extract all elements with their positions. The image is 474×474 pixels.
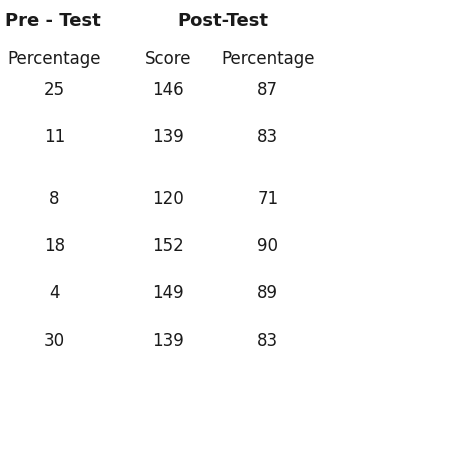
Text: 89: 89: [257, 284, 278, 302]
Text: 90: 90: [257, 237, 278, 255]
Text: Score: Score: [145, 50, 191, 68]
Text: 149: 149: [153, 284, 184, 302]
Text: Post-Test: Post-Test: [177, 12, 268, 30]
Text: 83: 83: [257, 128, 278, 146]
Text: 83: 83: [257, 332, 278, 350]
Text: Pre - Test: Pre - Test: [5, 12, 100, 30]
Text: Percentage: Percentage: [221, 50, 315, 68]
Text: 71: 71: [257, 190, 278, 208]
Text: Percentage: Percentage: [8, 50, 101, 68]
Text: 30: 30: [44, 332, 65, 350]
Text: 4: 4: [49, 284, 60, 302]
Text: 139: 139: [153, 128, 184, 146]
Text: 25: 25: [44, 81, 65, 99]
Text: 120: 120: [153, 190, 184, 208]
Text: 8: 8: [49, 190, 60, 208]
Text: 146: 146: [153, 81, 184, 99]
Text: 11: 11: [44, 128, 65, 146]
Text: 152: 152: [153, 237, 184, 255]
Text: 139: 139: [153, 332, 184, 350]
Text: 18: 18: [44, 237, 65, 255]
Text: 87: 87: [257, 81, 278, 99]
